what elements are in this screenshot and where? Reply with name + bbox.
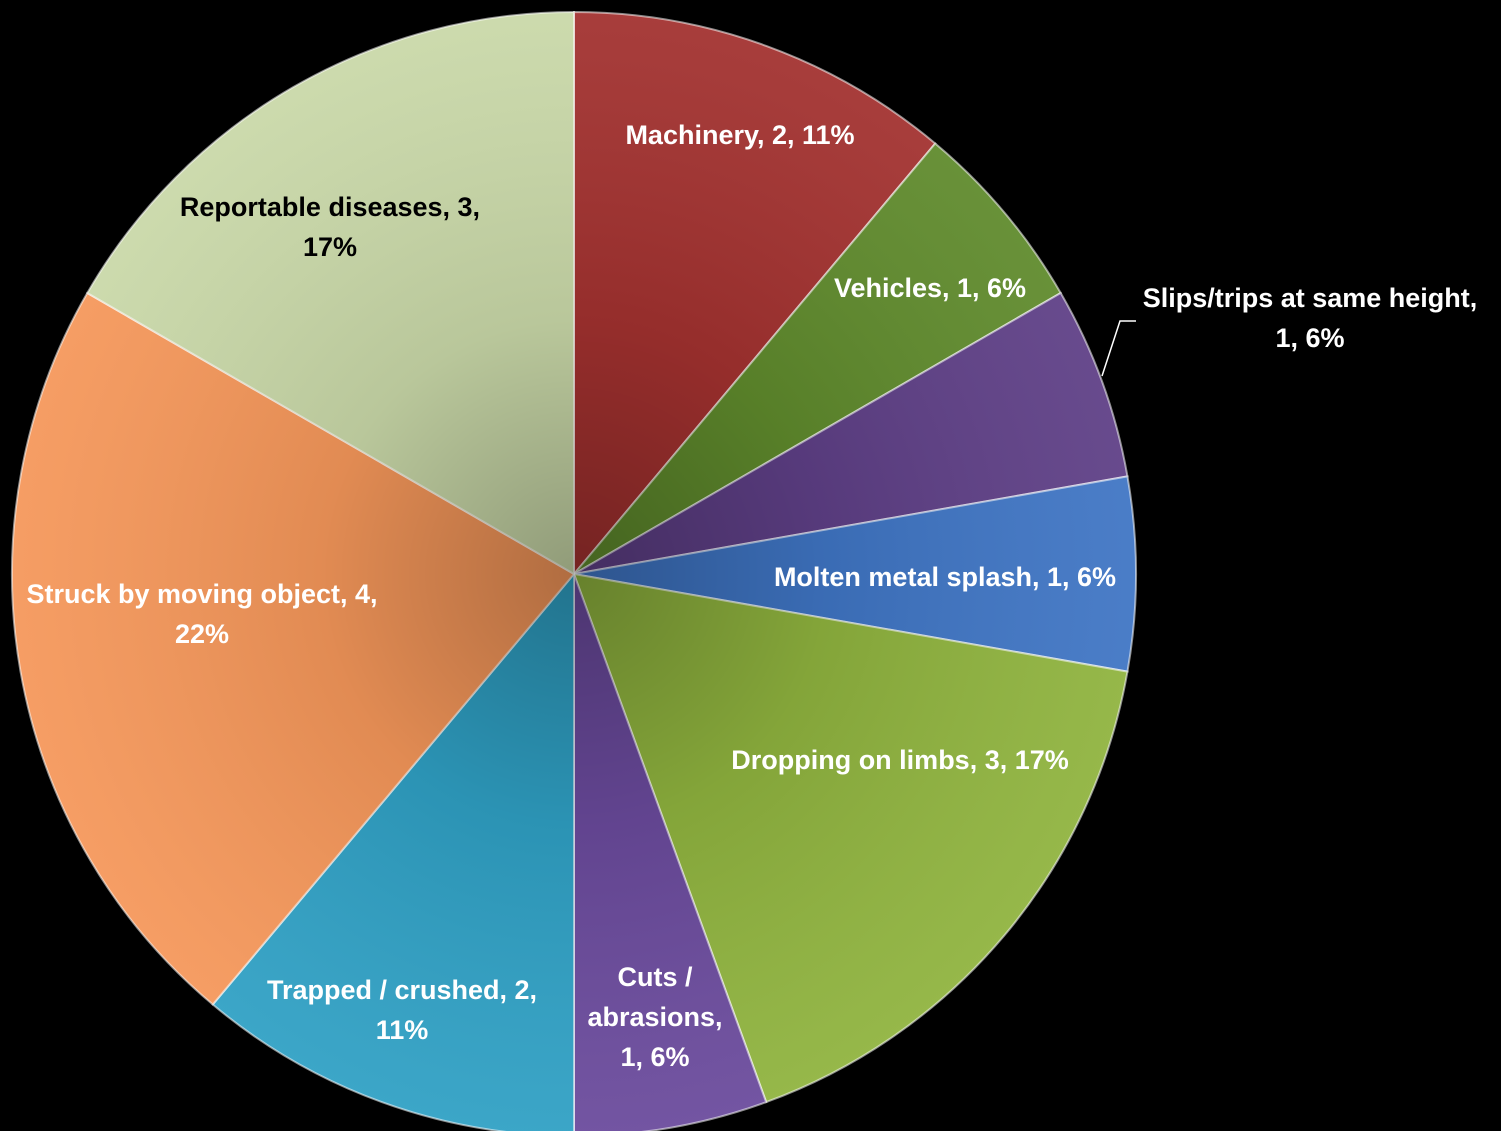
slice-label: Vehicles, 1, 6% bbox=[834, 273, 1026, 303]
pie-leader-lines bbox=[1101, 320, 1136, 377]
slice-label: Trapped / crushed, 2, 11% bbox=[267, 975, 537, 1045]
slice-label: Cuts / abrasions, 1, 6% bbox=[587, 962, 722, 1072]
slice-label: Machinery, 2, 11% bbox=[625, 120, 854, 150]
slice-label: Molten metal splash, 1, 6% bbox=[774, 562, 1116, 592]
pie-labels: Machinery, 2, 11% Vehicles, 1, 6% Slips/tr… bbox=[26, 120, 1477, 1072]
slice-label: Dropping on limbs, 3, 17% bbox=[731, 745, 1069, 775]
leader-line-slips-trips bbox=[1101, 320, 1136, 377]
slice-label: Reportable diseases, 3, 17% bbox=[180, 192, 480, 262]
slice-label: Struck by moving object, 4, 22% bbox=[26, 579, 377, 649]
slice-label: Slips/trips at same height, 1, 6% bbox=[1143, 283, 1478, 353]
